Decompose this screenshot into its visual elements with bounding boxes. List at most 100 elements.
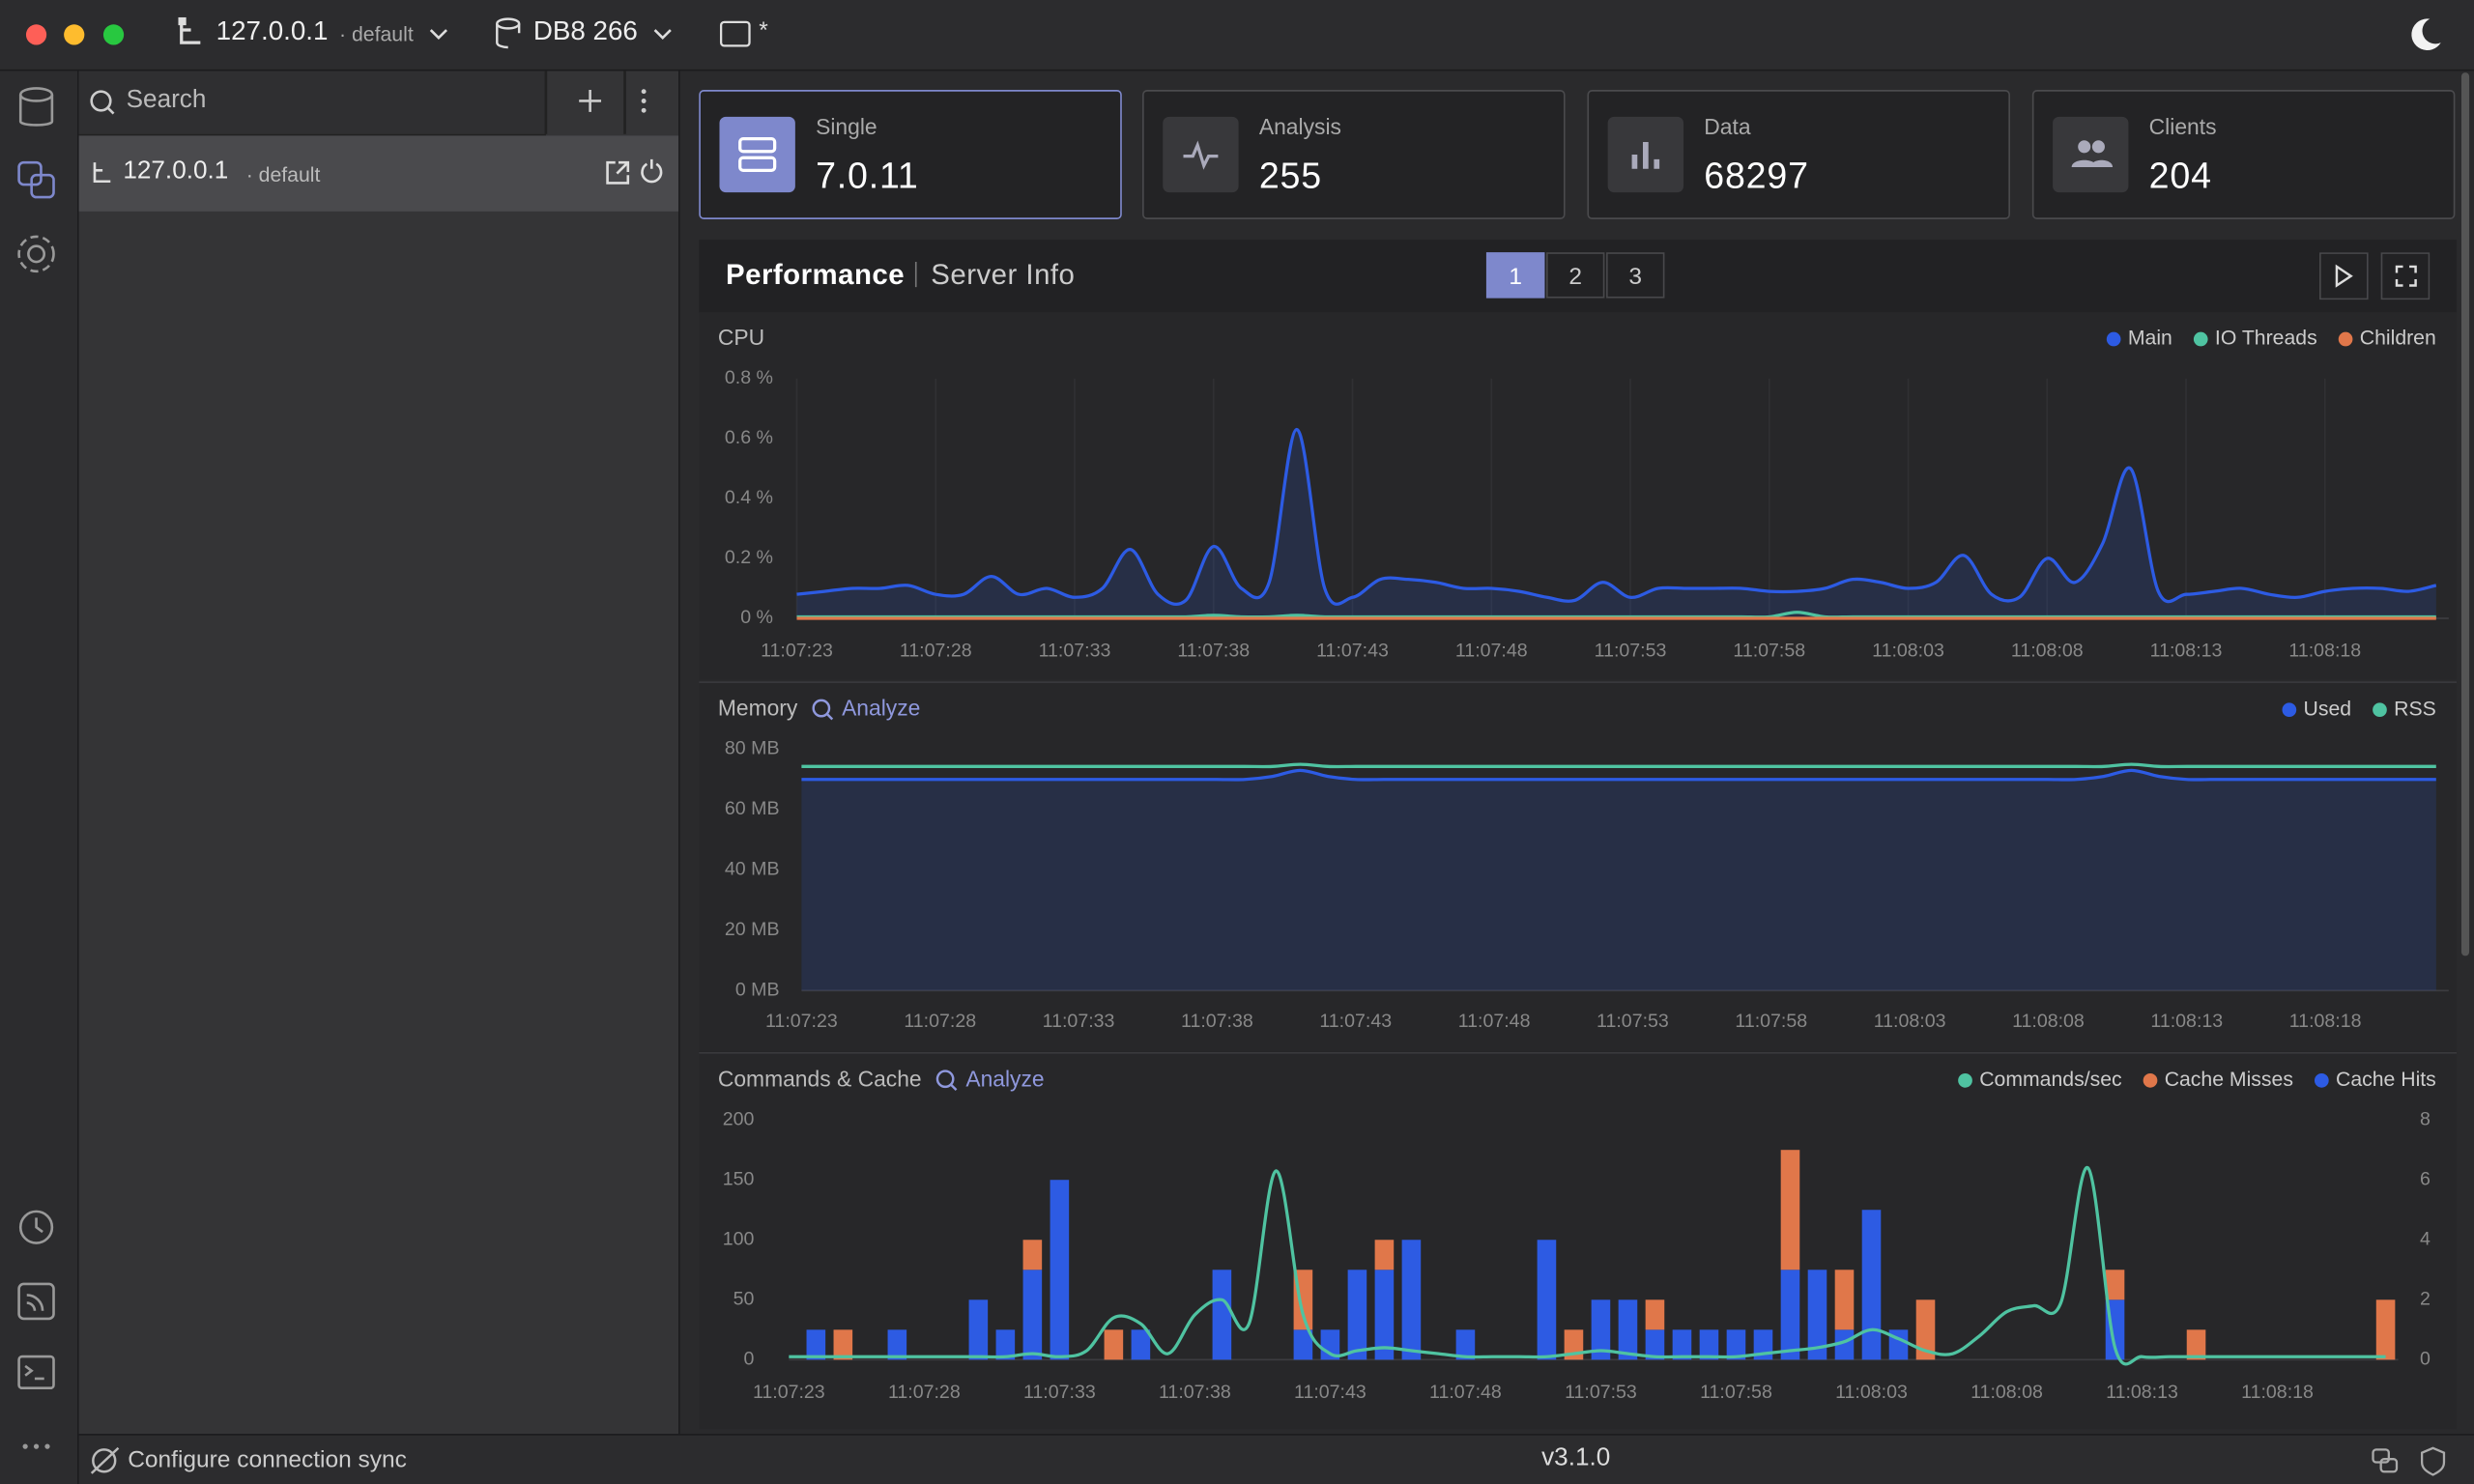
status-bar	[78, 1434, 2474, 1484]
chart-title: Commands & Cache	[718, 1066, 922, 1091]
page-button[interactable]: 3	[1606, 252, 1665, 299]
connection-host[interactable]: 127.0.0.1	[123, 157, 229, 186]
card-data[interactable]: Data 68297	[1587, 90, 2010, 219]
database-name[interactable]: DB8 266	[532, 15, 638, 46]
y-tick-label: 0.8 %	[725, 367, 773, 388]
bar	[1672, 1329, 1692, 1360]
y2-tick-label: 0	[2420, 1349, 2431, 1370]
zoom-button[interactable]	[102, 24, 125, 45]
bar	[1861, 1210, 1882, 1360]
y-tick-label: 80 MB	[725, 738, 780, 759]
x-tick-label: 11:07:23	[753, 1382, 825, 1403]
play-button[interactable]	[2318, 252, 2369, 300]
bar	[833, 1329, 853, 1360]
bar	[1780, 1150, 1800, 1270]
add-connection[interactable]	[579, 90, 602, 112]
y-tick-label: 100	[723, 1228, 755, 1249]
page-button[interactable]: 2	[1545, 252, 1605, 299]
x-tick-label: 11:08:13	[2106, 1382, 2178, 1403]
panel-controls	[2318, 252, 2431, 300]
database-nav[interactable]	[18, 87, 54, 127]
analyze-link[interactable]: Analyze	[842, 696, 920, 721]
legend-swatch	[2338, 331, 2353, 347]
legend-label: Children	[2360, 328, 2436, 350]
settings-nav[interactable]	[17, 235, 55, 273]
db-icon-body	[496, 23, 521, 49]
connection-row[interactable]	[78, 135, 679, 212]
y-tick-label: 0	[744, 1349, 755, 1370]
x-tick-label: 11:07:53	[1595, 640, 1667, 661]
disconnect[interactable]	[641, 158, 663, 184]
bar	[1618, 1299, 1638, 1360]
analyze-link[interactable]: Analyze	[965, 1066, 1044, 1091]
x-tick-label: 11:07:58	[1700, 1382, 1772, 1403]
host-chevron[interactable]	[429, 29, 447, 41]
sidebar-menu[interactable]	[641, 89, 647, 113]
host-db[interactable]: · default	[339, 21, 414, 46]
search-box[interactable]	[78, 71, 546, 136]
tab-performance[interactable]: Performance	[726, 258, 906, 291]
format-icon[interactable]	[719, 20, 751, 47]
bar	[968, 1299, 989, 1360]
y-tick-label: 0.2 %	[725, 547, 773, 568]
card-label: Analysis	[1258, 113, 1341, 139]
feed-nav[interactable]	[17, 1282, 55, 1321]
analyze-icon[interactable]	[812, 699, 831, 718]
history-nav[interactable]	[18, 1210, 54, 1244]
row-host-icon	[93, 162, 111, 184]
bar	[806, 1329, 826, 1360]
tab-server-info[interactable]: Server Info	[931, 258, 1076, 291]
x-tick-label: 11:07:38	[1181, 1011, 1253, 1032]
analyze-icon-handle	[949, 1083, 958, 1092]
y-tick-label: 20 MB	[725, 919, 780, 940]
y-tick-label: 0.6 %	[725, 427, 773, 448]
line	[789, 1166, 2386, 1366]
card-analysis[interactable]: Analysis 255	[1142, 90, 1566, 219]
bar	[1591, 1299, 1611, 1360]
card-label: Single	[816, 113, 877, 139]
chart-title: CPU	[718, 325, 764, 350]
sync-icon[interactable]	[88, 1443, 123, 1478]
sync-link[interactable]: Configure connection sync	[128, 1446, 407, 1473]
theme-toggle[interactable]	[2411, 18, 2441, 51]
bar	[1645, 1299, 1665, 1330]
x-tick-label: 11:07:38	[1159, 1382, 1231, 1403]
y2-tick-label: 2	[2420, 1288, 2431, 1309]
legend-label: Main	[2128, 328, 2172, 350]
y-tick-label: 40 MB	[725, 859, 780, 880]
line	[796, 427, 2437, 607]
terminal-nav[interactable]	[17, 1355, 55, 1390]
card-clients[interactable]: Clients 204	[2031, 90, 2456, 219]
open-connection[interactable]	[606, 160, 630, 185]
title-bar	[0, 0, 2474, 71]
db-chevron[interactable]	[653, 29, 672, 41]
format-marker: *	[759, 16, 768, 44]
legend-swatch	[2143, 1073, 2158, 1088]
version: v3.1.0	[1541, 1444, 1611, 1472]
x-tick-label: 11:08:08	[1971, 1382, 2043, 1403]
host-icon-node	[178, 16, 187, 26]
analyze-icon[interactable]	[935, 1070, 955, 1089]
y-tick-label: 0 MB	[735, 979, 780, 1000]
scrollbar[interactable]	[2460, 72, 2470, 956]
search-placeholder[interactable]: Search	[126, 86, 207, 114]
x-tick-label: 11:08:13	[2150, 1011, 2223, 1032]
minimize-button[interactable]	[64, 24, 85, 45]
more-nav[interactable]	[22, 1443, 50, 1449]
connection-db[interactable]: · default	[245, 162, 321, 186]
fullscreen-button[interactable]	[2380, 252, 2431, 300]
card-icon	[1163, 116, 1239, 193]
status-shield[interactable]	[2420, 1446, 2446, 1476]
legend-label: Cache Misses	[2165, 1069, 2293, 1091]
close-button[interactable]	[25, 24, 47, 45]
bar	[1645, 1329, 1665, 1360]
page-button[interactable]: 1	[1485, 252, 1545, 299]
x-tick-label: 11:08:03	[1872, 640, 1944, 661]
x-tick-label: 11:08:18	[2241, 1382, 2314, 1403]
host-name[interactable]: 127.0.0.1	[216, 15, 329, 46]
card-single[interactable]: Single 7.0.11	[699, 90, 1122, 219]
sidebar-icons	[90, 71, 663, 185]
connections-nav[interactable]	[17, 160, 55, 199]
